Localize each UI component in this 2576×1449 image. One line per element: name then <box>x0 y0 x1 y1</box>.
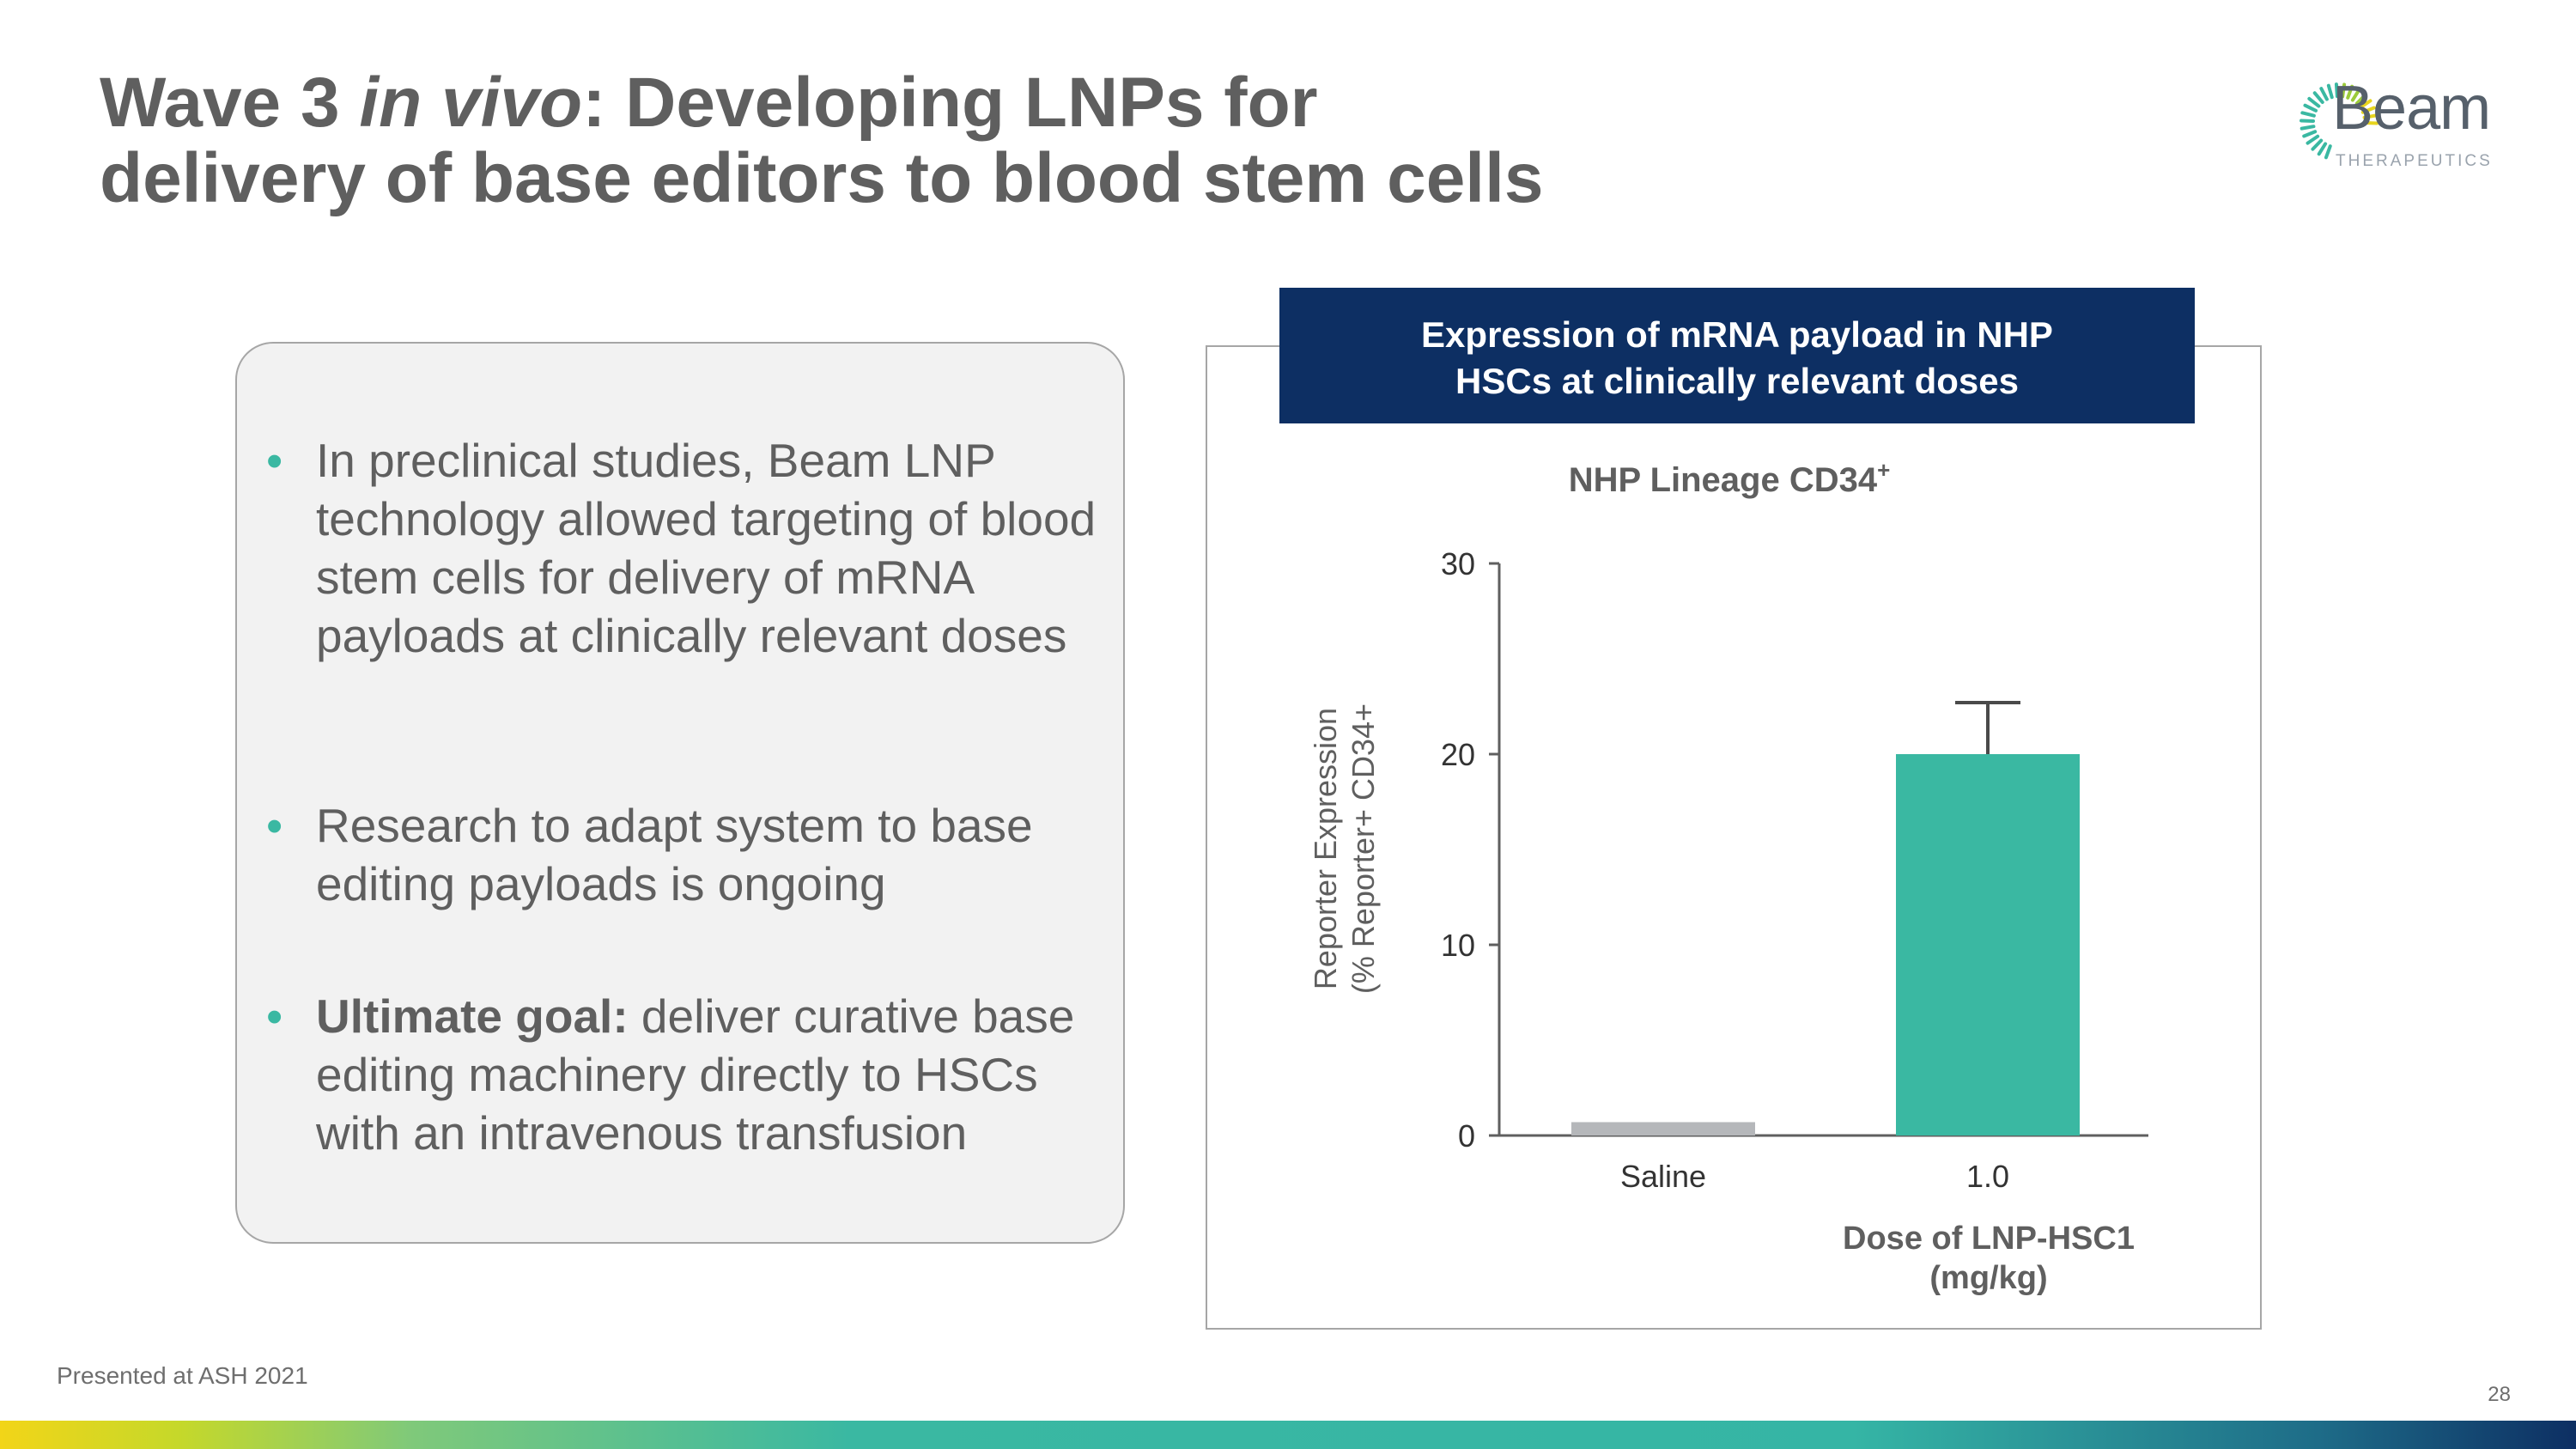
bullet-item-1: • In preclinical studies, Beam LNP techn… <box>266 431 1106 665</box>
bullet-lead: Ultimate goal: <box>316 989 629 1043</box>
bar-1-0 <box>1896 754 2080 1135</box>
bullet-text: In preclinical studies, Beam LNP technol… <box>316 434 1097 662</box>
gradient-bottom-bar <box>0 1421 2576 1449</box>
logo-ray <box>2334 82 2339 99</box>
bullet-item-3: • Ultimate goal: deliver curative base e… <box>266 987 1106 1162</box>
logo-ray <box>2300 125 2316 131</box>
chart-frame <box>1206 345 2262 1330</box>
beam-logo: Beam THERAPEUTICS <box>2294 72 2509 175</box>
chart-header-line1: Expression of mRNA payload in NHP <box>1421 314 2053 355</box>
logo-ray <box>2306 134 2320 145</box>
logo-ray <box>2311 138 2324 151</box>
logo-ray <box>2341 82 2347 99</box>
y-axis-label-line1: Reporter Expression <box>1308 708 1343 989</box>
bar-saline <box>1571 1122 1755 1135</box>
y-tick-label: 30 <box>1441 546 1475 581</box>
bullet-panel: • In preclinical studies, Beam LNP techn… <box>235 342 1125 1244</box>
logo-ray <box>2319 87 2329 101</box>
slide-title-line2: delivery of base editors to blood stem c… <box>100 139 1544 217</box>
x-axis-label-line2: (mg/kg) <box>1929 1260 2047 1296</box>
logo-ray <box>2346 84 2354 100</box>
logo-ray <box>2362 113 2379 119</box>
chart-title: NHP Lineage CD34+ <box>1569 457 1891 499</box>
y-tick-label: 10 <box>1441 928 1475 963</box>
y-tick-label: 20 <box>1441 737 1475 772</box>
logo-ray <box>2324 144 2332 160</box>
slide-title: Wave 3 in vivo: Developing LNPs for deli… <box>100 65 1731 216</box>
logo-ray <box>2354 93 2367 106</box>
bullet-dot: • <box>266 989 283 1043</box>
bullet-text: Research to adapt system to base editing… <box>316 799 1033 910</box>
title-italic: in vivo <box>359 64 583 142</box>
logo-ray <box>2302 130 2318 138</box>
logo-ray <box>2317 142 2328 156</box>
bullet-dot: • <box>266 434 283 487</box>
logo-subtitle: THERAPEUTICS <box>2336 152 2493 170</box>
logo-ray <box>2358 99 2372 110</box>
x-tick-label: Saline <box>1620 1159 1706 1194</box>
sunburst-icon <box>2300 82 2379 160</box>
logo-ray <box>2312 91 2324 105</box>
logo-wordmark: Beam <box>2332 74 2491 143</box>
y-tick-label: 0 <box>1458 1118 1475 1154</box>
logo-ray <box>2307 96 2321 108</box>
logo-ray <box>2326 83 2334 100</box>
chart-title-text: NHP Lineage CD34 <box>1569 461 1878 499</box>
chart-header: Expression of mRNA payload in NHP HSCs a… <box>1279 288 2195 423</box>
bullet-item-2: • Research to adapt system to base editi… <box>266 796 1106 913</box>
logo-ray <box>2360 106 2376 114</box>
bullet-text: deliver curative base editing machinery … <box>316 989 1075 1160</box>
x-axis-label-line1: Dose of LNP-HSC1 <box>1843 1221 2135 1257</box>
footer-note: Presented at ASH 2021 <box>57 1362 308 1389</box>
title-part1: Wave 3 <box>100 64 360 142</box>
x-tick-label: 1.0 <box>1966 1159 2009 1194</box>
logo-ray <box>2350 88 2361 102</box>
title-part2: : Developing LNPs for <box>582 64 1318 142</box>
y-axis-label-line2: (% Reporter+ CD34+ <box>1346 703 1381 994</box>
slide-title-line1: Wave 3 in vivo: Developing LNPs for <box>100 65 1731 141</box>
page-number: 28 <box>2488 1383 2511 1406</box>
bullet-dot: • <box>266 799 283 852</box>
plot-area: 0 10 20 30 Saline 1.0 <box>1441 546 2148 1194</box>
chart-title-superscript: + <box>1877 457 1890 483</box>
y-axis-label: Reporter Expression (% Reporter+ CD34+ <box>1308 703 1381 994</box>
logo-ray <box>2303 103 2318 113</box>
logo-ray <box>2300 111 2316 118</box>
chart-header-line2: HSCs at clinically relevant doses <box>1455 361 2019 401</box>
